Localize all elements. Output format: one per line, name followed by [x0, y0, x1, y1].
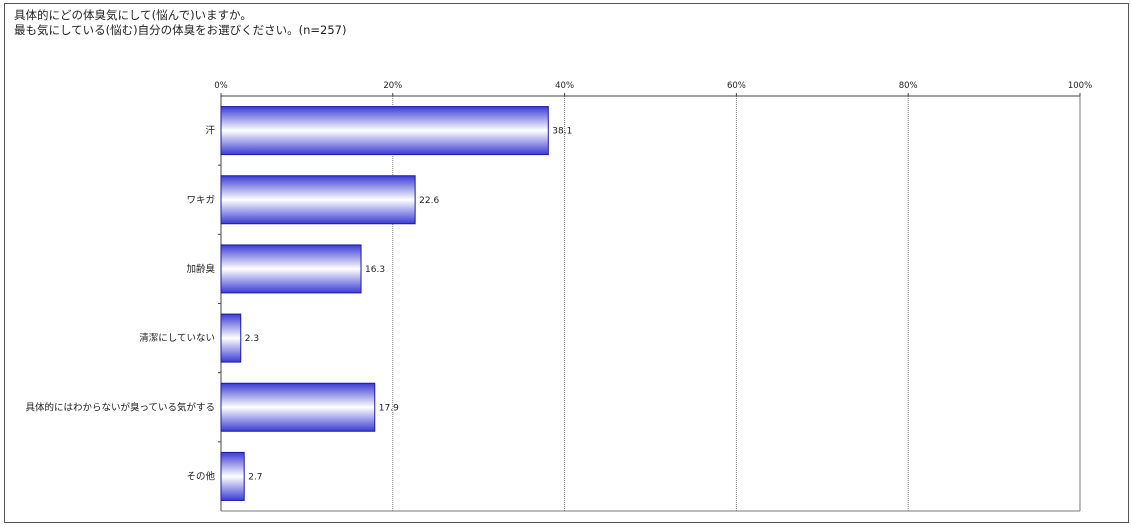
bar-3	[220, 244, 362, 294]
chart-title: 具体的にどの体臭気にして(悩んで)いますか。 最も気にしている(悩む)自分の体臭…	[14, 8, 346, 38]
title-line-1: 具体的にどの体臭気にして(悩んで)いますか。	[14, 8, 252, 22]
category-label: 具体的にはわからないが臭っている気がする	[25, 401, 215, 413]
title-line-2: 最も気にしている(悩む)自分の体臭をお選びください。(n=257)	[14, 23, 347, 37]
x-tick-label: 40%	[555, 81, 574, 91]
x-tick-label: 20%	[383, 81, 402, 91]
x-tick-label: 100%	[1068, 81, 1092, 91]
value-label: 16.3	[365, 265, 385, 275]
x-tick-label: 60%	[727, 81, 746, 91]
category-label: 清潔にしていない	[139, 332, 215, 344]
value-label: 17.9	[379, 403, 399, 413]
value-label: 2.3	[245, 334, 259, 344]
value-label: 38.1	[552, 127, 572, 137]
bar-4	[220, 313, 242, 363]
bar-2	[220, 175, 416, 225]
category-label: その他	[186, 470, 215, 482]
x-tick-label: 0%	[214, 81, 228, 91]
category-label: ワキガ	[186, 195, 215, 206]
bar-1	[220, 106, 549, 156]
bar-6	[220, 451, 245, 501]
category-label: 汗	[205, 125, 215, 137]
category-label: 加齢臭	[186, 263, 215, 275]
value-label: 2.7	[248, 472, 262, 482]
chart-frame	[4, 3, 1129, 523]
x-tick-label: 80%	[899, 81, 918, 91]
bar-5	[220, 382, 376, 432]
value-label: 22.6	[419, 196, 439, 206]
